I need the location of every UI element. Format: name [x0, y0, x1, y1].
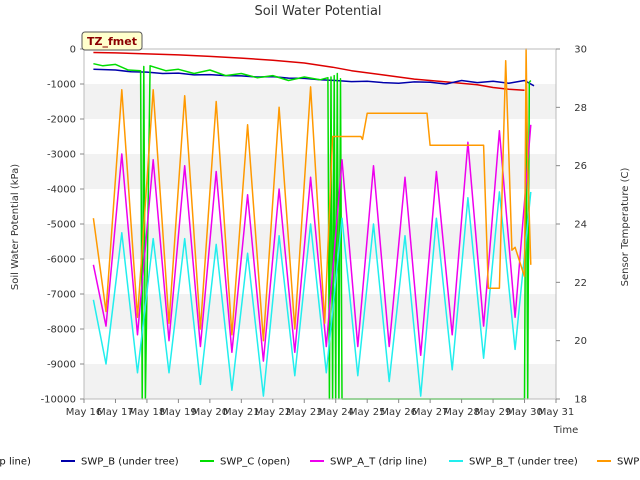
x-tick-label: May 20 [192, 407, 229, 418]
legend-label-4: SWP_B_T (under tree) [469, 457, 578, 468]
y-tick-label: -4000 [47, 185, 76, 196]
x-tick-label: May 29 [475, 407, 512, 418]
legend-label-2: SWP_C (open) [220, 457, 290, 468]
y-tick-label: -5000 [47, 220, 76, 231]
y-tick-label: -1000 [47, 80, 76, 91]
y-tick-label: -10000 [41, 395, 76, 406]
y2-tick-label: 30 [574, 45, 587, 56]
x-tick-label: May 19 [160, 407, 197, 418]
plot-background [84, 49, 556, 399]
y-axis-label: Soil Water Potential (kPa) [10, 164, 21, 290]
series-line-0 [93, 51, 525, 92]
grid-band [84, 364, 556, 399]
annotation-badge-box [81, 31, 143, 51]
legend-label-5: SWP [617, 457, 639, 468]
x-tick-label: May 22 [255, 407, 292, 418]
grid-band [84, 154, 556, 189]
y2-tick-label: 22 [574, 278, 587, 289]
y2-tick-label: 20 [574, 336, 587, 347]
x-tick-label: May 24 [317, 407, 354, 418]
y2-axis-label: Sensor Temperature (C) [620, 168, 631, 287]
x-tick-label: May 23 [286, 407, 323, 418]
grid-band [84, 189, 556, 224]
x-tick-label: May 17 [97, 407, 134, 418]
annotation-badge-text: TZ_fmet [87, 35, 137, 48]
grid-band [84, 84, 556, 119]
series-layer [92, 48, 535, 400]
x-tick-label: May 30 [506, 407, 543, 418]
legend-label-3: SWP_A_T (drip line) [330, 457, 427, 468]
x-tick-label: May 16 [66, 407, 103, 418]
y-tick-label: -8000 [47, 325, 76, 336]
y2-tick-label: 26 [574, 161, 587, 172]
annotation-badge: TZ_fmet [81, 31, 143, 51]
y-tick-label: -3000 [47, 150, 76, 161]
y2-tick-label: 18 [574, 395, 587, 406]
legend-label-1: SWP_B (under tree) [81, 457, 179, 468]
x-tick-label: May 18 [129, 407, 166, 418]
legend: SWP_A (drip line) SWP_B (under tree) SWP_C… [0, 457, 639, 468]
x-axis-label: Time [553, 425, 578, 436]
x-tick-label: May 31 [538, 407, 575, 418]
y2-tick-label: 24 [574, 220, 587, 231]
y-tick-label: -6000 [47, 255, 76, 266]
y2-tick-label: 28 [574, 103, 587, 114]
axis-layer: 0 -1000 -2000 -3000 -4000 -5000 -6000 -7000 -800… [41, 45, 587, 419]
x-tick-label: May 21 [223, 407, 260, 418]
y-tick-label: -9000 [47, 360, 76, 371]
series-line-4 [92, 191, 532, 397]
x-tick-label: May 28 [443, 407, 480, 418]
grid-band [84, 119, 556, 154]
legend-label-0: SWP_A (drip line) [0, 457, 31, 468]
series-line-3 [92, 124, 532, 362]
x-tick-label: May 25 [349, 407, 386, 418]
grid-band [84, 329, 556, 364]
series-line-2 [93, 62, 532, 400]
y-tick-label: 0 [70, 45, 76, 56]
series-line-5 [92, 48, 532, 342]
x-tick-label: May 27 [412, 407, 449, 418]
chart-title: Soil Water Potential [254, 4, 381, 19]
x-tick-label: May 26 [380, 407, 417, 418]
y-tick-label: -7000 [47, 290, 76, 301]
y-tick-label: -2000 [47, 115, 76, 126]
